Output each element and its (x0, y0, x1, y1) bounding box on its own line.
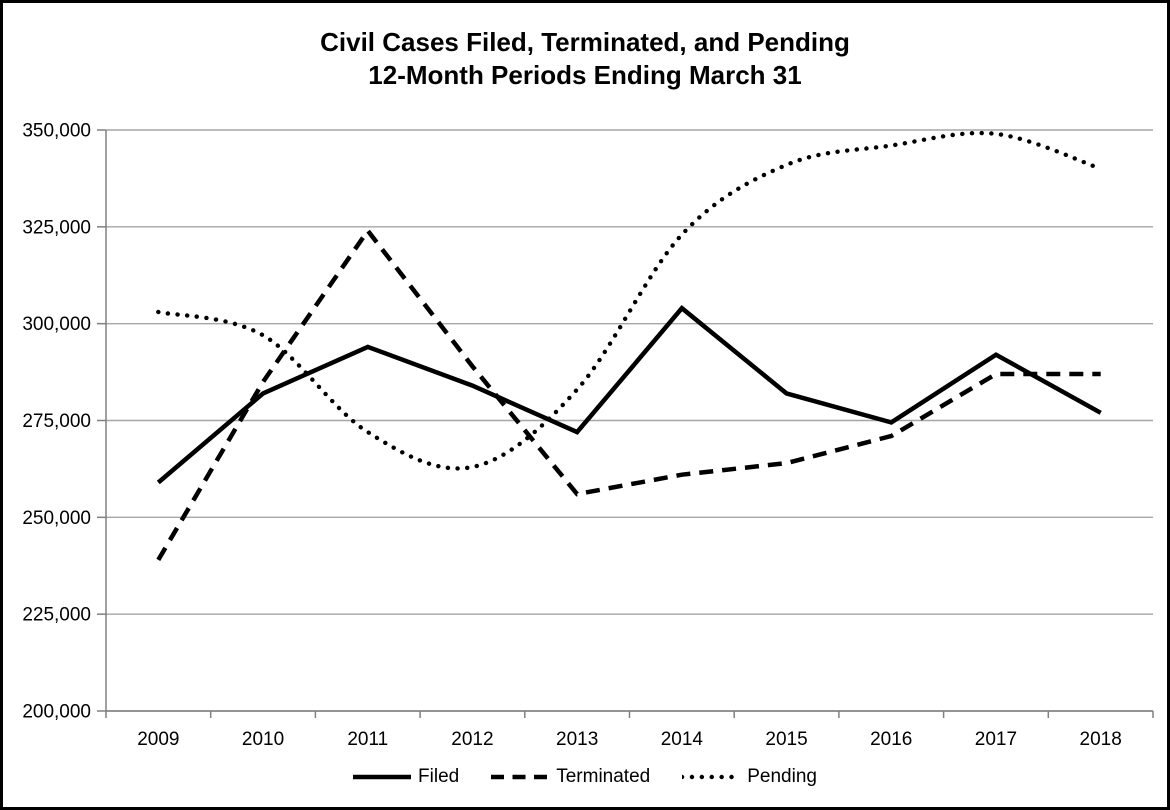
x-axis-label: 2014 (661, 729, 704, 750)
solid-line-icon (353, 774, 412, 780)
dotted-line-icon (682, 774, 741, 780)
series-line-terminated (156, 226, 1101, 562)
x-axis-label: 2018 (1080, 729, 1122, 750)
legend-item-pending: Pending (682, 766, 817, 788)
series-line-pending (156, 130, 1103, 471)
y-axis-label: 275,000 (22, 411, 91, 432)
x-axis-label: 2011 (347, 729, 388, 750)
chart-title-line2: 12-Month Periods Ending March 31 (368, 60, 802, 90)
dashed-line-icon (491, 774, 550, 780)
x-axis-label: 2009 (137, 729, 179, 750)
chart-title-line1: Civil Cases Filed, Terminated, and Pendi… (320, 27, 850, 57)
legend-item-terminated: Terminated (491, 766, 650, 788)
x-axis-label: 2016 (870, 729, 912, 750)
y-axis-label: 325,000 (22, 217, 91, 238)
y-axis-label: 250,000 (22, 508, 91, 529)
chart-canvas: 200,000 225,000 250,000 275,000 300,000 325,0… (22, 121, 1154, 750)
y-axis-label: 300,000 (22, 314, 91, 335)
series-line-filed (156, 305, 1102, 485)
x-axis-label: 2012 (451, 729, 493, 750)
y-axis-label: 225,000 (22, 605, 91, 626)
x-axis-label: 2017 (975, 729, 1017, 750)
x-axis-label: 2013 (556, 729, 598, 750)
legend-label-terminated: Terminated (556, 766, 651, 787)
y-axis-label: 200,000 (22, 702, 91, 723)
legend: Filed Terminated Pending (3, 766, 1167, 788)
chart-title: Civil Cases Filed, Terminated, and Pendi… (3, 26, 1167, 92)
legend-item-filed: Filed (353, 766, 459, 788)
x-axis-label: 2010 (242, 729, 284, 750)
legend-label-filed: Filed (418, 766, 460, 787)
legend-label-pending: Pending (747, 766, 817, 787)
y-axis-label: 350,000 (22, 121, 91, 142)
x-axis-label: 2015 (765, 729, 807, 750)
